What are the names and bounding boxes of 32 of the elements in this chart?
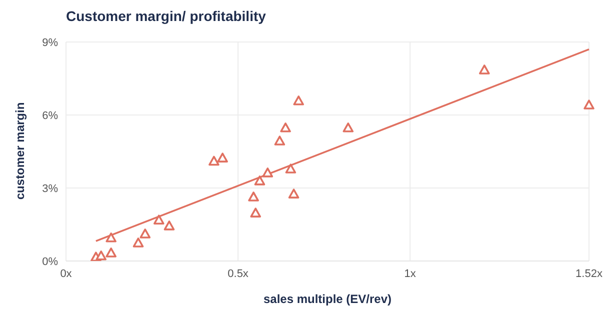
point <box>262 168 274 178</box>
x-tick-label: 1x <box>404 268 416 280</box>
point <box>280 122 291 132</box>
point <box>106 232 116 242</box>
y-tick-label: 9% <box>42 36 58 49</box>
point <box>106 248 116 258</box>
point <box>250 208 261 218</box>
point <box>154 214 164 225</box>
y-tick-label: 6% <box>42 110 58 122</box>
chart-title: Customer margin/ profitability <box>66 8 266 24</box>
point <box>217 152 228 162</box>
point <box>132 238 144 248</box>
point <box>274 136 286 146</box>
y-axis-title: customer margin <box>13 102 27 200</box>
point <box>342 122 354 132</box>
point <box>140 228 151 238</box>
point <box>208 156 220 166</box>
point <box>285 164 296 174</box>
point <box>248 192 259 202</box>
point <box>293 95 304 106</box>
point <box>254 176 266 186</box>
point <box>164 220 175 230</box>
point <box>96 250 106 260</box>
point <box>288 188 300 198</box>
point <box>479 64 490 74</box>
x-tick-label: 0x <box>60 268 72 280</box>
y-tick-label: 3% <box>42 182 58 195</box>
x-tick-label: 0.5x <box>228 268 249 280</box>
x-axis-title: sales multiple (EV/rev) <box>262 292 393 306</box>
y-tick-label: 0% <box>42 256 58 268</box>
x-tick-label: 1.52x <box>576 268 603 280</box>
point <box>584 100 594 110</box>
